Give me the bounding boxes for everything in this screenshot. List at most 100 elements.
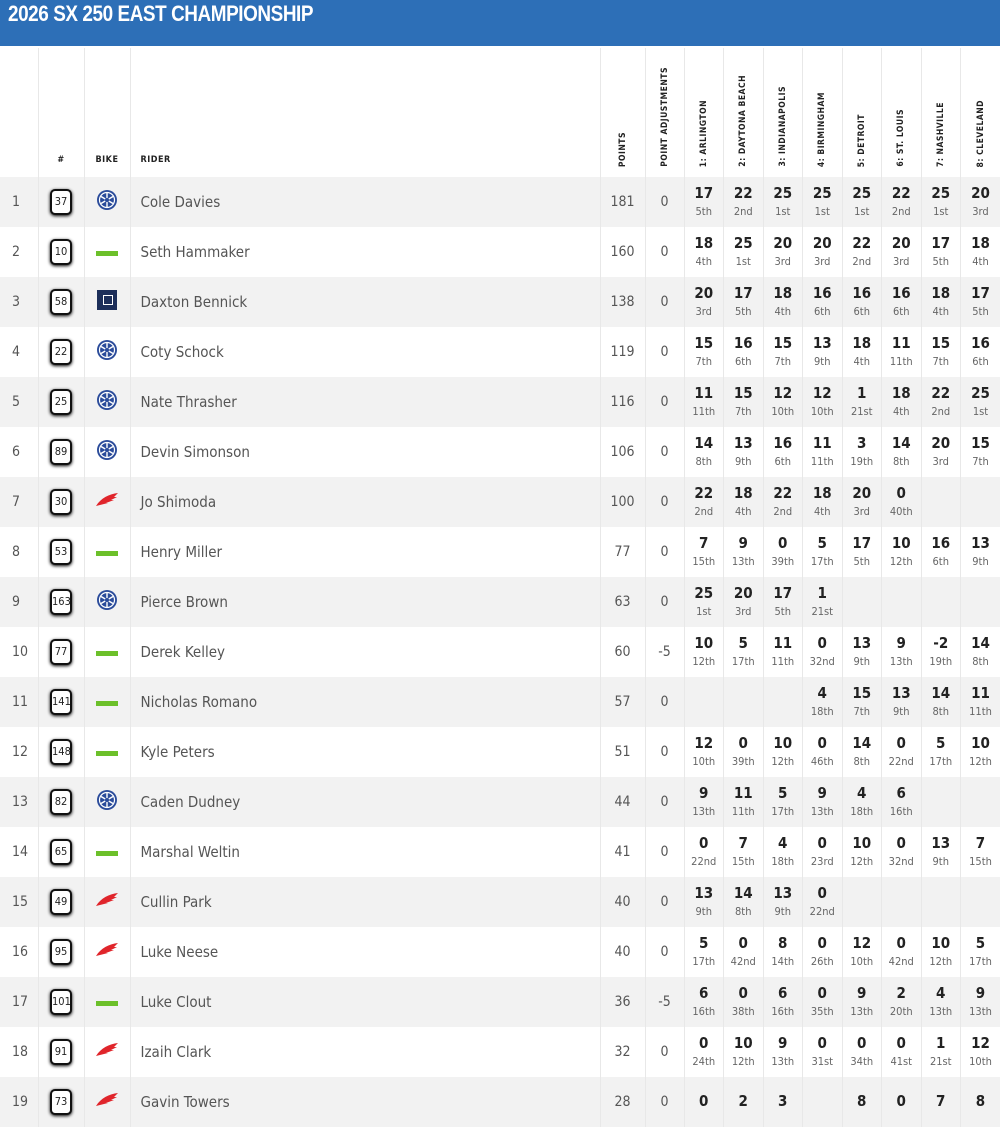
race-points: 17	[764, 584, 803, 602]
race-finish: 19th	[843, 454, 882, 470]
race-points: 13	[803, 334, 842, 352]
point-adjustment: 0	[645, 1077, 684, 1127]
race-finish: 35th	[803, 1004, 842, 1020]
point-adjustment: 0	[645, 877, 684, 927]
race-points: 12	[803, 384, 842, 402]
col-race-7[interactable]: 7: NASHVILLE	[921, 48, 961, 177]
rider-name[interactable]: Derek Kelley	[130, 627, 600, 677]
col-race-5[interactable]: 5: DETROIT	[842, 48, 882, 177]
rider-name[interactable]: Kyle Peters	[130, 727, 600, 777]
rider-name[interactable]: Cole Davies	[130, 177, 600, 227]
rider-name[interactable]: Luke Neese	[130, 927, 600, 977]
rider-name[interactable]: Coty Schock	[130, 327, 600, 377]
rider-name[interactable]: Cullin Park	[130, 877, 600, 927]
position: 10	[0, 627, 38, 677]
col-point-adjustments[interactable]: POINT ADJUSTMENTS	[645, 48, 684, 177]
col-race-4[interactable]: 4: BIRMINGHAM	[803, 48, 843, 177]
rider-name[interactable]: Jo Shimoda	[130, 477, 600, 527]
race-finish: 3rd	[724, 604, 763, 620]
race-points: 25	[803, 184, 842, 202]
race-finish: 1st	[843, 204, 882, 220]
rider-name[interactable]: Daxton Bennick	[130, 277, 600, 327]
col-race-6[interactable]: 6: ST. LOUIS	[882, 48, 922, 177]
race-result	[684, 677, 724, 727]
race-finish: 8th	[724, 904, 763, 920]
col-race-3[interactable]: 3: INDIANAPOLIS	[763, 48, 803, 177]
number-plate: 163	[50, 589, 72, 615]
position: 6	[0, 427, 38, 477]
rider-number: 73	[38, 1077, 84, 1127]
race-finish: 5th	[843, 554, 882, 570]
race-points: 9	[961, 984, 1000, 1002]
race-points: 9	[882, 634, 921, 652]
rider-name[interactable]: Marshal Weltin	[130, 827, 600, 877]
rider-name[interactable]: Seth Hammaker	[130, 227, 600, 277]
race-points: 4	[764, 834, 803, 852]
rider-name[interactable]: Henry Miller	[130, 527, 600, 577]
points: 28	[600, 1077, 645, 1127]
position: 19	[0, 1077, 38, 1127]
rider-name[interactable]: Devin Simonson	[130, 427, 600, 477]
race-result: 8	[842, 1077, 882, 1127]
position: 13	[0, 777, 38, 827]
col-bike[interactable]: BIKE	[84, 48, 130, 177]
race-points: 14	[685, 434, 724, 452]
rider-name[interactable]: Nate Thrasher	[130, 377, 600, 427]
col-number[interactable]: #	[38, 48, 84, 177]
race-points: 18	[843, 334, 882, 352]
rider-name[interactable]: Gavin Towers	[130, 1077, 600, 1127]
rider-name[interactable]: Izaih Clark	[130, 1027, 600, 1077]
race-finish: 3rd	[961, 204, 1000, 220]
rider-name[interactable]: Pierce Brown	[130, 577, 600, 627]
position: 18	[0, 1027, 38, 1077]
race-points: 5	[961, 934, 1000, 952]
race-points: 7	[685, 534, 724, 552]
col-race-2[interactable]: 2: DAYTONA BEACH	[724, 48, 764, 177]
rider-name[interactable]: Luke Clout	[130, 977, 600, 1027]
col-race-1[interactable]: 1: ARLINGTON	[684, 48, 724, 177]
rider-name[interactable]: Caden Dudney	[130, 777, 600, 827]
point-adjustment: 0	[645, 527, 684, 577]
col-rider[interactable]: RIDER	[130, 48, 600, 177]
rider-name[interactable]: Nicholas Romano	[130, 677, 600, 727]
race-finish: 9th	[764, 904, 803, 920]
race-finish: 18th	[843, 804, 882, 820]
race-finish: 1st	[764, 204, 803, 220]
position: 9	[0, 577, 38, 627]
race-points: 17	[961, 284, 1000, 302]
kawasaki-logo-icon	[96, 551, 118, 556]
race-points: 15	[685, 334, 724, 352]
kawasaki-logo-icon	[96, 251, 118, 256]
col-points[interactable]: POINTS	[600, 48, 645, 177]
col-race-8[interactable]: 8: CLEVELAND	[961, 48, 1000, 177]
race-points: 13	[843, 634, 882, 652]
